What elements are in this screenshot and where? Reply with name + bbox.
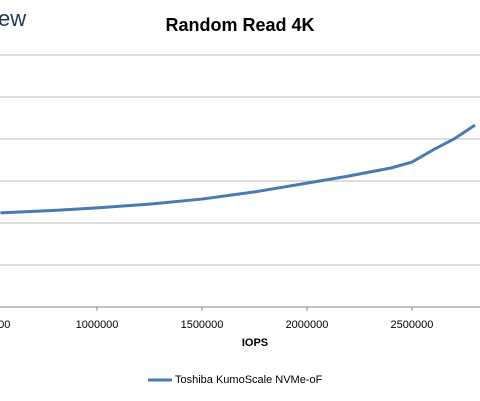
x-axis-label: IOPS [242, 337, 268, 349]
chart-title: Random Read 4K [165, 15, 314, 35]
x-tick-label: 500000 [0, 319, 10, 331]
x-tick-label: 1500000 [181, 319, 224, 331]
logo: ew [0, 6, 26, 31]
x-tick-label: 2500000 [391, 319, 434, 331]
series-line [0, 123, 476, 215]
legend-label: Toshiba KumoScale NVMe-oF [175, 374, 323, 386]
x-tick-label: 2000000 [286, 319, 329, 331]
x-tick-label: 1000000 [76, 319, 119, 331]
